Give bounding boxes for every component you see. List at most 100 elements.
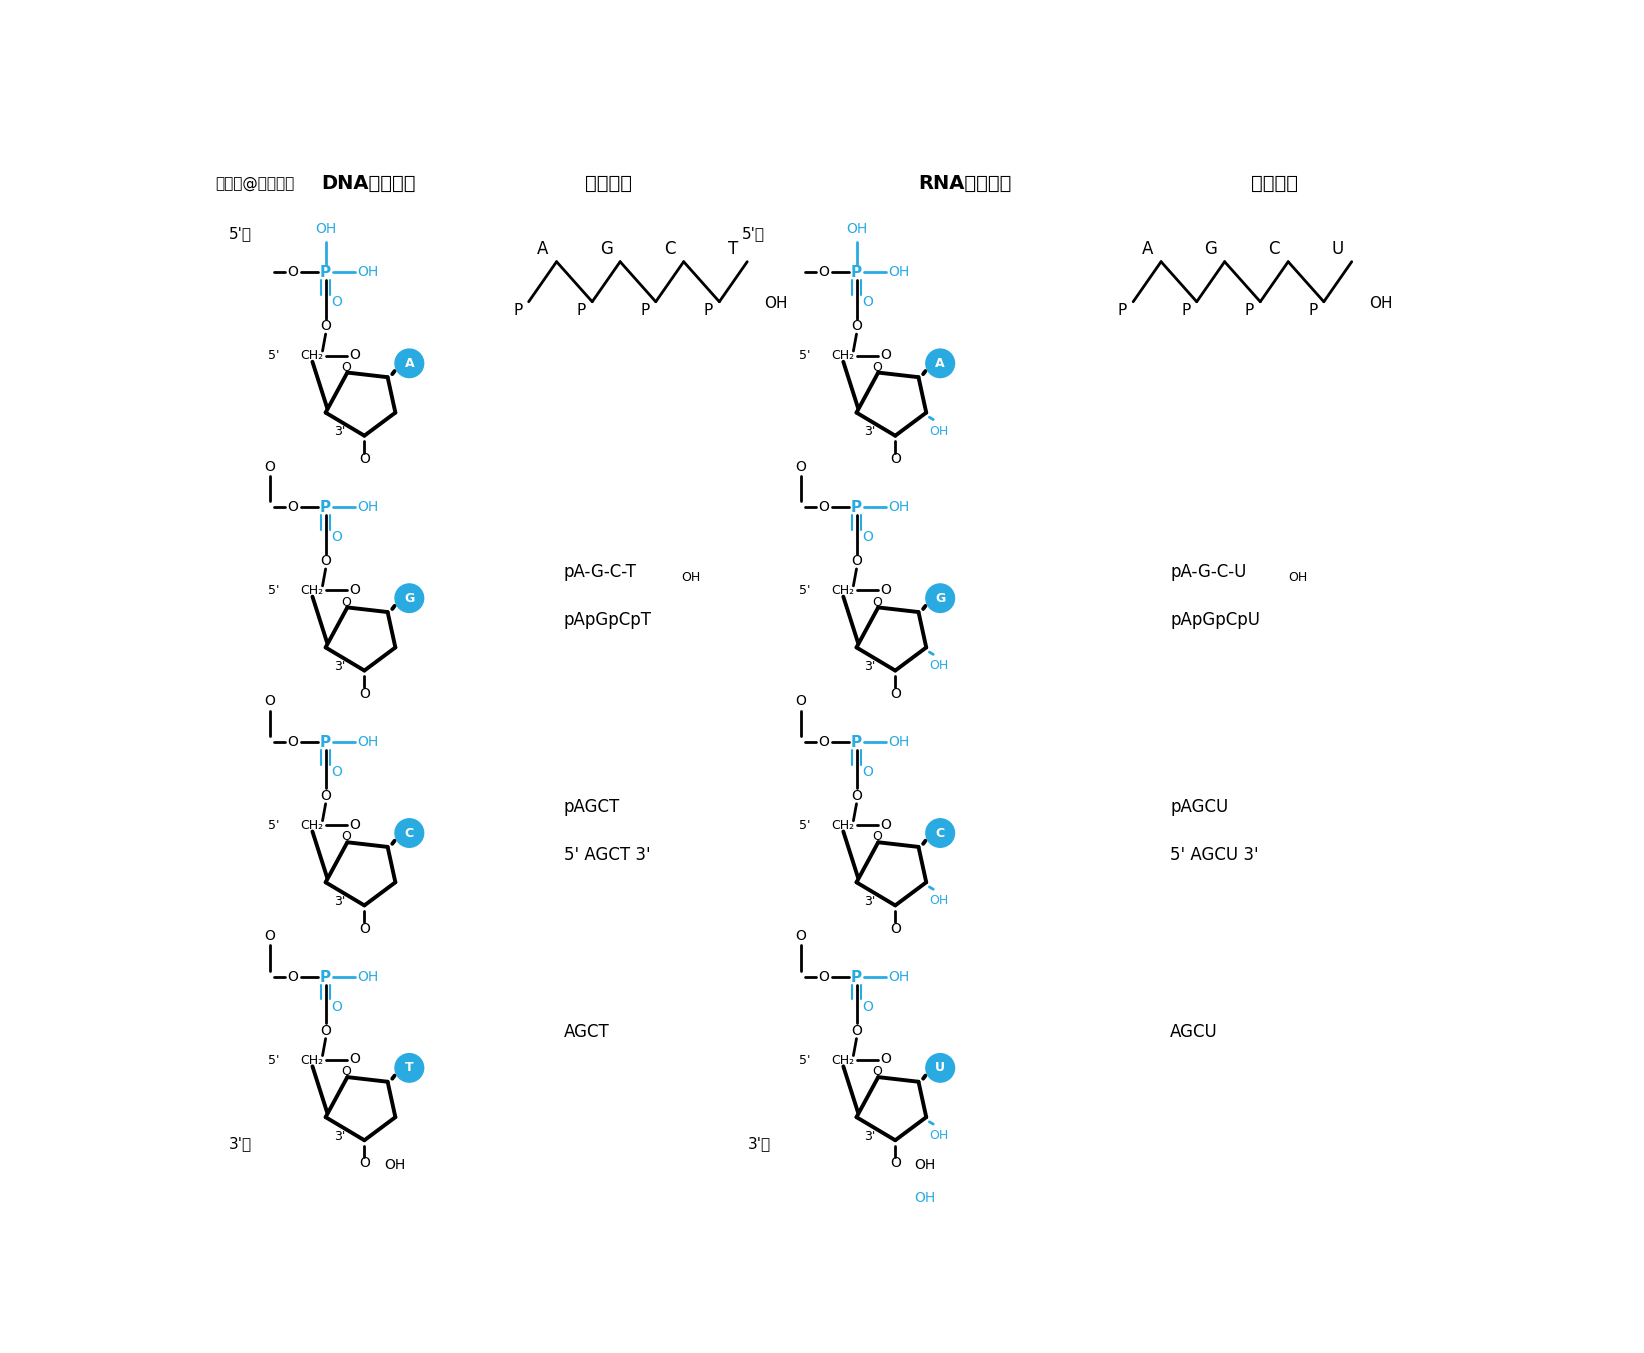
Text: O: O bbox=[861, 530, 873, 544]
Text: 3': 3' bbox=[334, 1130, 345, 1143]
Text: OH: OH bbox=[1369, 296, 1392, 311]
Text: O: O bbox=[358, 1157, 370, 1170]
Text: CH₂: CH₂ bbox=[301, 1054, 324, 1066]
Text: O: O bbox=[342, 1065, 352, 1078]
Text: P: P bbox=[704, 303, 713, 318]
Text: OH: OH bbox=[914, 1191, 935, 1206]
Text: O: O bbox=[873, 595, 883, 609]
Text: pApGpCpT: pApGpCpT bbox=[564, 612, 651, 629]
Text: OH: OH bbox=[358, 970, 378, 984]
Text: OH: OH bbox=[681, 571, 700, 584]
Text: OH: OH bbox=[929, 894, 949, 908]
Text: CH₂: CH₂ bbox=[301, 349, 324, 363]
Text: O: O bbox=[288, 970, 299, 984]
Text: O: O bbox=[265, 694, 275, 709]
Text: P: P bbox=[1118, 303, 1126, 318]
Text: C: C bbox=[1269, 241, 1281, 258]
Text: OH: OH bbox=[888, 735, 909, 750]
Circle shape bbox=[926, 349, 955, 377]
Text: pAGCU: pAGCU bbox=[1171, 798, 1228, 816]
Text: 书写方式: 书写方式 bbox=[585, 175, 631, 193]
Text: O: O bbox=[861, 766, 873, 779]
Text: G: G bbox=[1205, 241, 1217, 258]
Text: G: G bbox=[600, 241, 613, 258]
Text: O: O bbox=[330, 1000, 342, 1013]
Text: O: O bbox=[342, 595, 352, 609]
Text: P: P bbox=[513, 303, 523, 318]
Text: O: O bbox=[342, 361, 352, 373]
Text: O: O bbox=[330, 766, 342, 779]
Text: OH: OH bbox=[914, 1158, 935, 1172]
Text: 书写方式: 书写方式 bbox=[1251, 175, 1299, 193]
Text: OH: OH bbox=[888, 970, 909, 984]
Text: OH: OH bbox=[929, 659, 949, 672]
Text: O: O bbox=[881, 348, 891, 361]
Text: A: A bbox=[404, 357, 414, 369]
Text: 3': 3' bbox=[334, 425, 345, 438]
Text: O: O bbox=[321, 555, 330, 568]
Text: 5' AGCU 3': 5' AGCU 3' bbox=[1171, 846, 1259, 865]
Text: O: O bbox=[321, 789, 330, 804]
Text: P: P bbox=[577, 303, 585, 318]
Text: 3': 3' bbox=[334, 660, 345, 674]
Text: 3'端: 3'端 bbox=[229, 1137, 252, 1151]
Text: 5': 5' bbox=[799, 819, 810, 832]
Text: P: P bbox=[640, 303, 649, 318]
Text: O: O bbox=[358, 687, 370, 701]
Text: 5': 5' bbox=[799, 1054, 810, 1066]
Text: O: O bbox=[330, 295, 342, 310]
Text: O: O bbox=[881, 1053, 891, 1066]
Text: P: P bbox=[1309, 303, 1317, 318]
Text: 搜狐号@科点之士: 搜狐号@科点之士 bbox=[215, 176, 294, 191]
Text: 5': 5' bbox=[268, 584, 279, 597]
Text: 3': 3' bbox=[865, 425, 876, 438]
Text: O: O bbox=[819, 735, 829, 750]
Text: AGCT: AGCT bbox=[564, 1023, 610, 1042]
Text: RNA一级结构: RNA一级结构 bbox=[919, 175, 1011, 193]
Text: OH: OH bbox=[358, 265, 378, 280]
Text: O: O bbox=[889, 921, 901, 935]
Circle shape bbox=[926, 584, 955, 613]
Text: O: O bbox=[358, 452, 370, 465]
Text: 5'端: 5'端 bbox=[229, 226, 252, 241]
Text: O: O bbox=[852, 1024, 861, 1038]
Text: 3': 3' bbox=[865, 896, 876, 908]
Text: O: O bbox=[358, 921, 370, 935]
Text: P: P bbox=[852, 499, 861, 515]
Text: pApGpCpU: pApGpCpU bbox=[1171, 612, 1261, 629]
Text: O: O bbox=[342, 831, 352, 843]
Text: OH: OH bbox=[929, 425, 949, 437]
Text: U: U bbox=[935, 1061, 945, 1074]
Text: 5': 5' bbox=[799, 349, 810, 363]
Text: C: C bbox=[404, 827, 414, 839]
Text: P: P bbox=[1245, 303, 1254, 318]
Text: T: T bbox=[404, 1061, 414, 1074]
Text: 3': 3' bbox=[865, 660, 876, 674]
Text: 5'端: 5'端 bbox=[741, 226, 764, 241]
Text: pA-G-C-T: pA-G-C-T bbox=[564, 563, 636, 582]
Text: O: O bbox=[288, 735, 299, 750]
Circle shape bbox=[926, 819, 955, 847]
Text: O: O bbox=[881, 817, 891, 832]
Text: O: O bbox=[350, 583, 360, 597]
Text: O: O bbox=[350, 1053, 360, 1066]
Text: O: O bbox=[796, 694, 806, 709]
Text: A: A bbox=[538, 241, 549, 258]
Text: CH₂: CH₂ bbox=[830, 1054, 855, 1066]
Text: O: O bbox=[889, 1157, 901, 1170]
Text: O: O bbox=[873, 831, 883, 843]
Text: CH₂: CH₂ bbox=[830, 584, 855, 597]
Text: OH: OH bbox=[888, 265, 909, 280]
Text: A: A bbox=[935, 357, 945, 369]
Text: O: O bbox=[819, 265, 829, 280]
Text: O: O bbox=[889, 687, 901, 701]
Text: O: O bbox=[873, 361, 883, 373]
Text: OH: OH bbox=[358, 735, 378, 750]
Text: O: O bbox=[852, 319, 861, 333]
Text: OH: OH bbox=[764, 296, 787, 311]
Text: 5': 5' bbox=[268, 819, 279, 832]
Text: 5': 5' bbox=[799, 584, 810, 597]
Text: P: P bbox=[1182, 303, 1190, 318]
Text: CH₂: CH₂ bbox=[830, 819, 855, 832]
Text: 3': 3' bbox=[865, 1130, 876, 1143]
